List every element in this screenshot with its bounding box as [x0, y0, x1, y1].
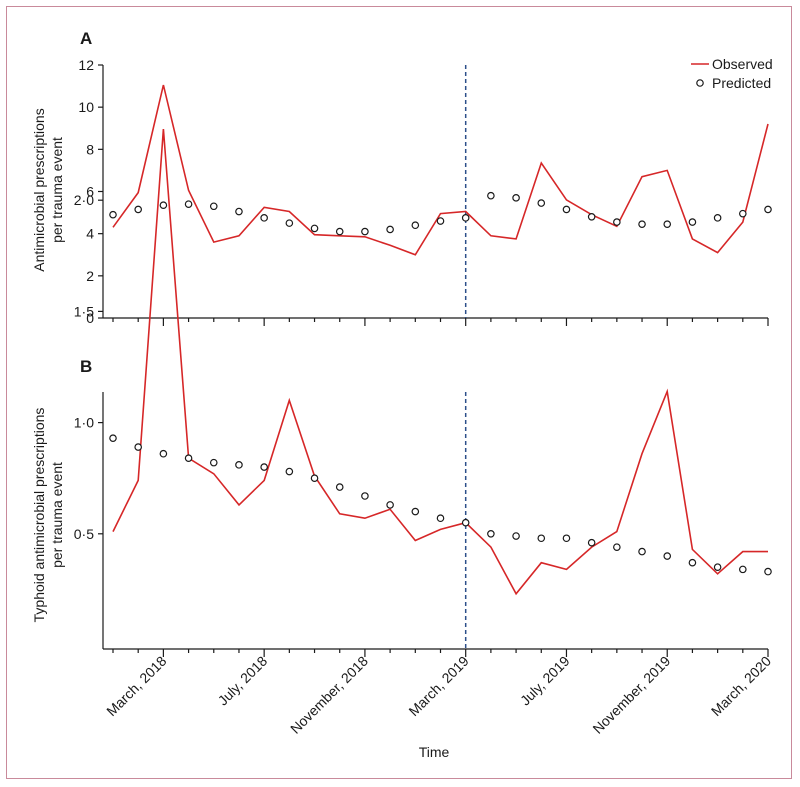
y-tick-label: 1·0 [74, 415, 94, 431]
predicted-point [613, 543, 621, 551]
panel-a-ylabel-line2: per trauma event [49, 137, 65, 243]
predicted-point [109, 434, 117, 442]
predicted-point [764, 567, 772, 576]
predicted-point [260, 463, 268, 471]
predicted-point [688, 218, 697, 226]
predicted-point [209, 458, 218, 467]
y-tick-label: 0 [86, 310, 94, 326]
predicted-point [159, 201, 168, 210]
predicted-point [537, 534, 546, 543]
predicted-point [512, 194, 520, 202]
predicted-point [512, 532, 520, 540]
figure-frame [6, 6, 792, 779]
x-tick-label: November, 2019 [589, 653, 673, 737]
predicted-point [209, 202, 218, 211]
predicted-point [159, 449, 168, 458]
y-tick-label: 0·5 [74, 526, 94, 542]
predicted-point [638, 547, 646, 556]
panel-b-label: B [80, 357, 92, 376]
predicted-point [739, 565, 747, 574]
predicted-point [436, 217, 445, 225]
predicted-point [713, 214, 722, 222]
predicted-point [310, 224, 319, 233]
predicted-point [613, 218, 621, 226]
predicted-point [235, 461, 243, 469]
panel-a-y-ticks: 0 2 4 6 8 10 12 [78, 57, 103, 326]
legend-predicted-label: Predicted [712, 75, 771, 91]
y-tick-label: 4 [86, 226, 94, 242]
predicted-point [109, 210, 117, 219]
x-tick-label: July, 2019 [517, 653, 573, 709]
predicted-point [335, 227, 344, 236]
x-axis-title: Time [419, 744, 450, 760]
legend-observed-label: Observed [712, 56, 773, 72]
panel-b-x-ticks [112, 649, 769, 657]
predicted-point [587, 213, 596, 221]
legend: Observed Predicted [691, 56, 773, 91]
predicted-point [587, 538, 596, 547]
predicted-point [386, 501, 394, 509]
y-tick-label: 6 [86, 184, 94, 200]
predicted-point [688, 558, 697, 567]
y-tick-label: 10 [78, 99, 94, 115]
x-tick-labels: March, 2018 July, 2018 November, 2018 March… [103, 653, 774, 737]
panel-a: A Antimicrobial prescriptions per trauma… [31, 29, 773, 326]
predicted-point [713, 563, 722, 571]
x-tick-label: March, 2020 [708, 653, 774, 719]
x-tick-label: March, 2019 [405, 653, 471, 719]
predicted-point [461, 214, 470, 222]
panel-b-y-ticks: 0·5 1·0 1·5 2·0 [74, 192, 103, 542]
panel-b-observed-series [112, 128, 768, 596]
predicted-point [461, 518, 470, 527]
panel-b: B Typhoid antimicrobial prescriptions pe… [31, 128, 774, 760]
predicted-point [134, 205, 142, 214]
predicted-point [260, 214, 268, 222]
predicted-point [638, 220, 646, 228]
predicted-point [411, 507, 420, 516]
predicted-point [411, 221, 420, 230]
predicted-point [663, 552, 672, 560]
predicted-point [487, 191, 495, 200]
y-tick-label: 1·5 [74, 303, 94, 319]
observed-line [112, 84, 769, 256]
x-tick-label: November, 2018 [287, 653, 371, 737]
predicted-point [739, 209, 747, 218]
predicted-point [285, 219, 294, 227]
predicted-point [184, 454, 193, 462]
predicted-point [562, 534, 571, 543]
panel-b-predicted-series [109, 434, 772, 576]
predicted-point [663, 220, 672, 228]
predicted-point [184, 200, 193, 208]
x-tick-label: March, 2018 [103, 653, 169, 719]
predicted-point [386, 225, 394, 234]
predicted-point [134, 443, 142, 451]
panel-a-observed-series [112, 84, 769, 256]
predicted-point [285, 467, 294, 476]
y-tick-label: 12 [78, 57, 94, 73]
predicted-point [361, 227, 369, 236]
predicted-point [562, 205, 571, 214]
panel-a-predicted-series [109, 191, 772, 236]
panel-b-ylabel-line1: Typhoid antimicrobial prescriptions [31, 408, 47, 623]
y-tick-label: 2·0 [74, 192, 94, 208]
observed-line [112, 128, 768, 596]
x-tick-label: July, 2018 [215, 653, 271, 709]
predicted-point [335, 483, 344, 491]
predicted-point [537, 199, 546, 207]
panel-a-label: A [80, 29, 92, 48]
panel-a-x-ticks [112, 318, 769, 326]
panel-b-ylabel-line2: per trauma event [49, 462, 65, 568]
predicted-point [764, 205, 772, 214]
panel-a-ylabel-line1: Antimicrobial prescriptions [31, 108, 47, 271]
predicted-point [310, 474, 319, 483]
predicted-point [487, 529, 495, 538]
legend-predicted-marker [696, 79, 704, 87]
predicted-point [235, 207, 243, 216]
y-tick-label: 2 [86, 268, 94, 284]
predicted-point [361, 492, 369, 500]
y-tick-label: 8 [86, 141, 94, 157]
predicted-point [436, 514, 445, 523]
